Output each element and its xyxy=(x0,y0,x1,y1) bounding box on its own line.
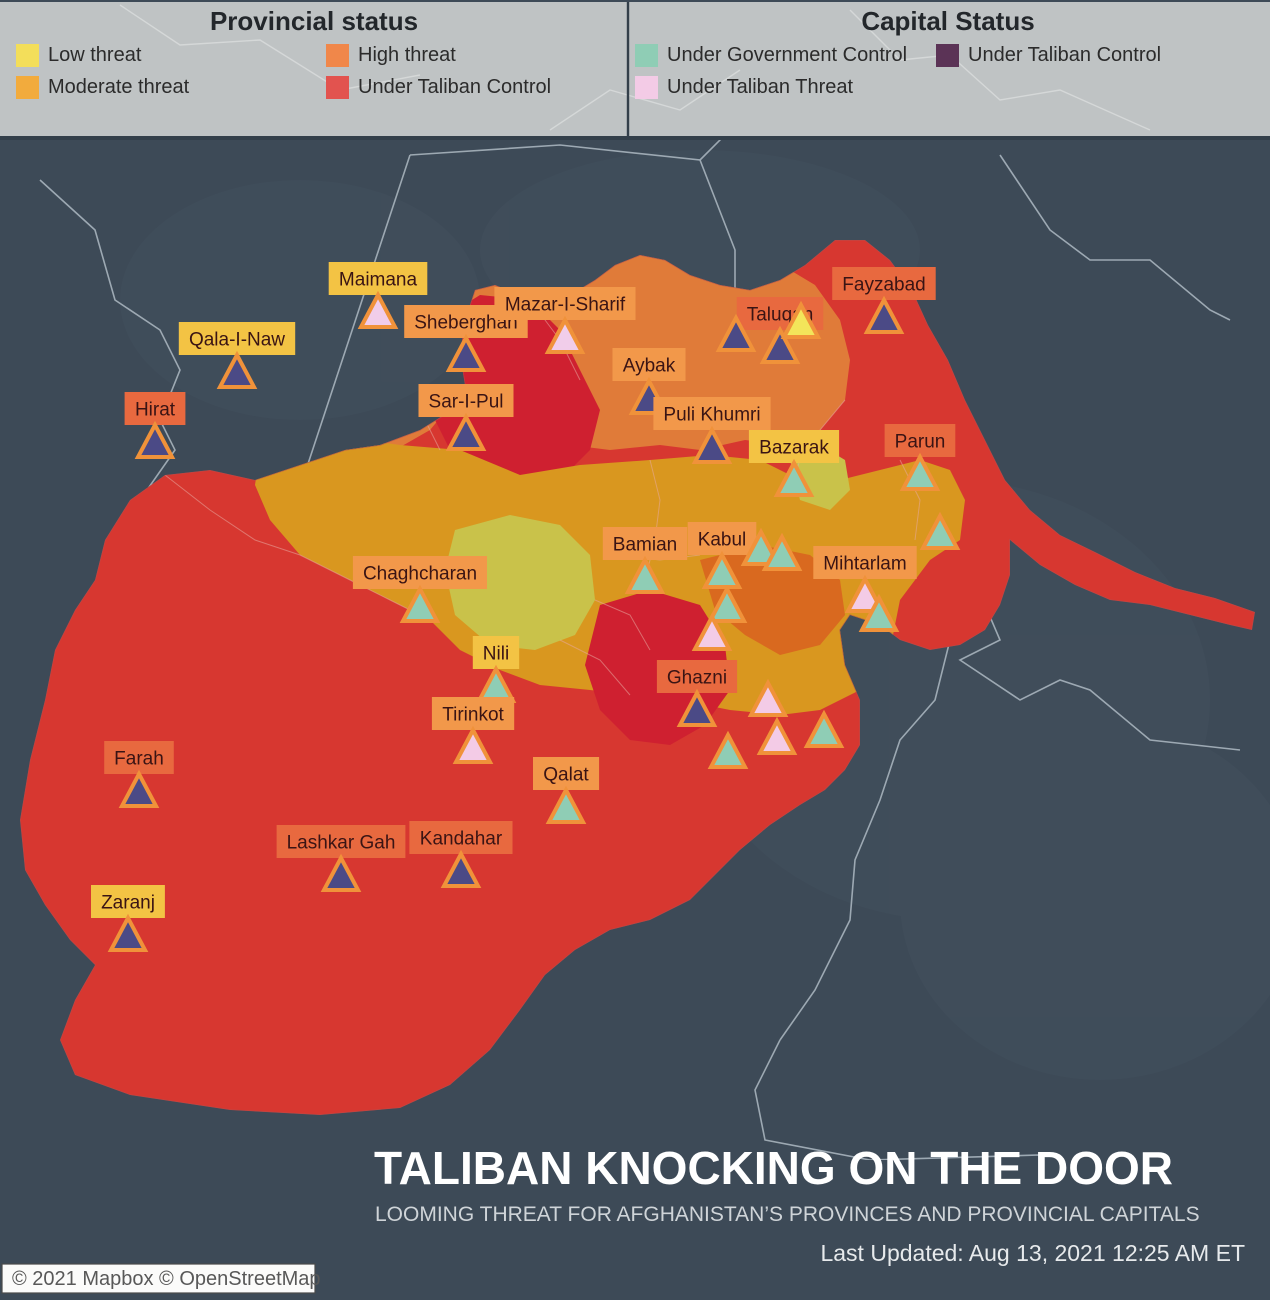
svg-text:Bazarak: Bazarak xyxy=(759,438,829,459)
svg-text:Bamian: Bamian xyxy=(613,535,677,556)
svg-text:Under Taliban Control: Under Taliban Control xyxy=(358,76,551,98)
svg-text:Aybak: Aybak xyxy=(623,356,676,377)
svg-text:Lashkar Gah: Lashkar Gah xyxy=(287,833,396,854)
svg-text:Maimana: Maimana xyxy=(339,270,418,291)
svg-text:Provincial status: Provincial status xyxy=(210,6,418,36)
svg-text:Mazar-I-Sharif: Mazar-I-Sharif xyxy=(505,295,626,316)
svg-text:Sar-I-Pul: Sar-I-Pul xyxy=(429,392,504,413)
svg-text:Moderate threat: Moderate threat xyxy=(48,76,190,98)
svg-text:Low threat: Low threat xyxy=(48,44,142,66)
svg-text:Last Updated: Aug 13, 2021 12:: Last Updated: Aug 13, 2021 12:25 AM ET xyxy=(820,1240,1245,1266)
svg-text:Farah: Farah xyxy=(114,749,164,770)
svg-text:Puli Khumri: Puli Khumri xyxy=(663,405,760,426)
svg-text:Mihtarlam: Mihtarlam xyxy=(823,554,906,575)
svg-text:High threat: High threat xyxy=(358,44,456,66)
svg-text:Chaghcharan: Chaghcharan xyxy=(363,564,477,585)
svg-text:Fayzabad: Fayzabad xyxy=(842,275,925,296)
svg-text:Qala-I-Naw: Qala-I-Naw xyxy=(189,330,285,351)
svg-text:Qalat: Qalat xyxy=(543,765,589,786)
svg-text:Nili: Nili xyxy=(483,644,509,665)
svg-text:LOOMING THREAT FOR AFGHANISTAN: LOOMING THREAT FOR AFGHANISTAN’S PROVINC… xyxy=(375,1203,1200,1226)
svg-text:Under Taliban Threat: Under Taliban Threat xyxy=(667,76,853,98)
svg-text:Under Government Control: Under Government Control xyxy=(667,44,907,66)
svg-text:Tirinkot: Tirinkot xyxy=(442,705,504,726)
svg-text:Ghazni: Ghazni xyxy=(667,668,727,689)
svg-text:© 2021 Mapbox © OpenStreetMap: © 2021 Mapbox © OpenStreetMap xyxy=(12,1268,321,1290)
svg-text:Parun: Parun xyxy=(895,432,946,453)
svg-text:Under Taliban Control: Under Taliban Control xyxy=(968,44,1161,66)
svg-text:Zaranj: Zaranj xyxy=(101,893,155,914)
svg-text:TALIBAN KNOCKING ON THE DOOR: TALIBAN KNOCKING ON THE DOOR xyxy=(374,1142,1173,1194)
svg-text:Capital Status: Capital Status xyxy=(861,6,1034,36)
svg-text:Hirat: Hirat xyxy=(135,400,176,421)
svg-text:Kabul: Kabul xyxy=(698,530,747,551)
svg-text:Kandahar: Kandahar xyxy=(420,829,503,850)
